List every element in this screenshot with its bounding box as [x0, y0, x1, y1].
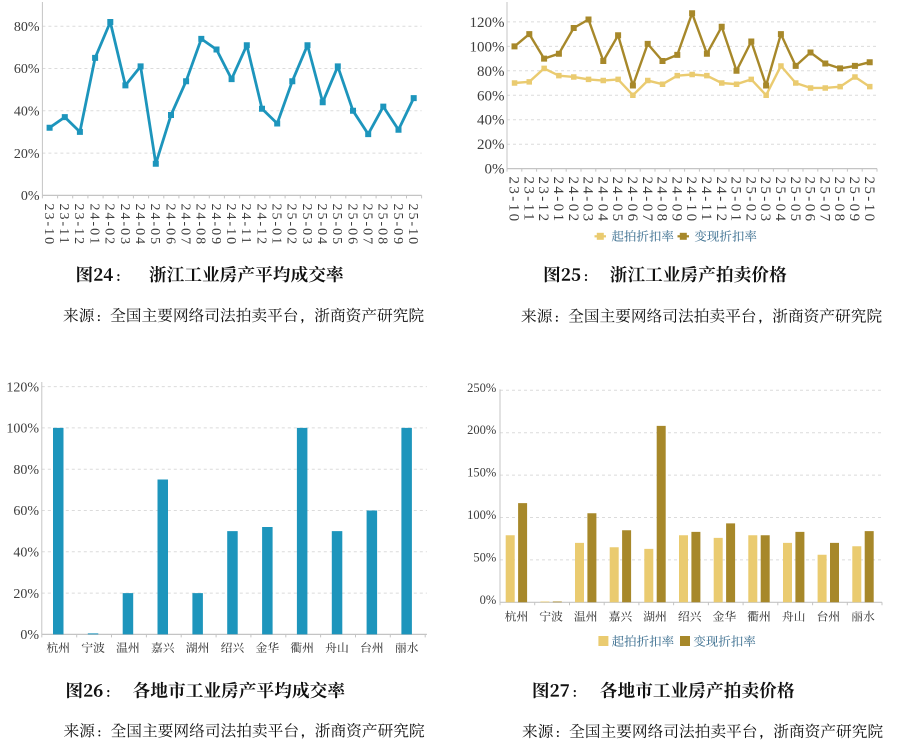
svg-text:20%: 20%: [13, 587, 39, 602]
svg-text:24-01: 24-01: [550, 177, 566, 224]
svg-text:23-12: 23-12: [535, 177, 551, 224]
svg-text:25-03: 25-03: [299, 204, 314, 247]
svg-text:40%: 40%: [14, 105, 40, 120]
svg-text:23-10: 23-10: [41, 204, 56, 247]
svg-text:24-11: 24-11: [698, 177, 714, 223]
svg-text:25-02: 25-02: [284, 204, 299, 247]
svg-text:25-06: 25-06: [344, 204, 359, 247]
svg-text:24-07: 24-07: [639, 177, 655, 224]
svg-text:40%: 40%: [13, 546, 39, 561]
svg-text:120%: 120%: [6, 380, 39, 395]
svg-text:24-08: 24-08: [654, 177, 670, 224]
svg-text:23-11: 23-11: [520, 177, 536, 223]
svg-text:24-05: 24-05: [609, 177, 625, 224]
svg-text:25-04: 25-04: [314, 204, 329, 247]
svg-text:24-09: 24-09: [668, 177, 684, 224]
svg-text:24-03: 24-03: [580, 177, 596, 224]
svg-text:25-07: 25-07: [816, 177, 832, 224]
svg-text:23-12: 23-12: [71, 204, 86, 247]
svg-text:25-09: 25-09: [390, 204, 405, 247]
svg-text:25-08: 25-08: [831, 177, 847, 224]
svg-text:24-09: 24-09: [208, 204, 223, 247]
svg-text:100%: 100%: [467, 508, 496, 522]
svg-text:0%: 0%: [485, 162, 505, 178]
svg-text:250%: 250%: [467, 381, 496, 395]
svg-text:80%: 80%: [13, 463, 39, 478]
svg-text:23-10: 23-10: [506, 177, 522, 224]
svg-text:24-10: 24-10: [683, 177, 699, 224]
svg-text:100%: 100%: [6, 422, 39, 437]
svg-text:25-04: 25-04: [772, 177, 788, 224]
svg-text:25-01: 25-01: [268, 204, 283, 247]
svg-text:80%: 80%: [477, 64, 505, 80]
svg-text:24-02: 24-02: [565, 177, 581, 224]
svg-text:20%: 20%: [477, 137, 505, 153]
svg-text:150%: 150%: [467, 466, 496, 480]
svg-text:200%: 200%: [467, 423, 496, 437]
svg-text:25-07: 25-07: [359, 204, 374, 247]
svg-text:24-10: 24-10: [223, 204, 238, 247]
svg-text:24-08: 24-08: [193, 204, 208, 247]
svg-text:25-10: 25-10: [405, 204, 420, 247]
svg-text:25-02: 25-02: [742, 177, 758, 224]
svg-text:25-01: 25-01: [728, 177, 744, 224]
svg-text:60%: 60%: [477, 88, 505, 104]
svg-text:24-02: 24-02: [102, 204, 117, 247]
svg-text:60%: 60%: [14, 62, 40, 77]
svg-text:24-04: 24-04: [594, 177, 610, 224]
svg-text:0%: 0%: [21, 189, 40, 204]
svg-text:25-06: 25-06: [802, 177, 818, 224]
svg-text:24-06: 24-06: [162, 204, 177, 247]
svg-text:24-12: 24-12: [713, 177, 729, 224]
svg-text:24-01: 24-01: [86, 204, 101, 247]
svg-text:25-05: 25-05: [787, 177, 803, 224]
svg-text:100%: 100%: [470, 39, 505, 55]
svg-text:80%: 80%: [14, 20, 40, 35]
svg-text:24-03: 24-03: [117, 204, 132, 247]
svg-text:40%: 40%: [477, 113, 505, 129]
svg-text:60%: 60%: [13, 504, 39, 519]
svg-text:25-05: 25-05: [329, 204, 344, 247]
svg-text:25-03: 25-03: [757, 177, 773, 224]
svg-text:25-08: 25-08: [375, 204, 390, 247]
svg-text:24-07: 24-07: [177, 204, 192, 247]
svg-text:0%: 0%: [20, 628, 39, 643]
svg-text:24-06: 24-06: [624, 177, 640, 224]
svg-text:24-05: 24-05: [147, 204, 162, 247]
svg-text:25-10: 25-10: [861, 177, 877, 224]
svg-text:24-12: 24-12: [253, 204, 268, 247]
svg-text:20%: 20%: [14, 147, 40, 162]
svg-text:24-11: 24-11: [238, 204, 253, 246]
svg-text:24-04: 24-04: [132, 204, 147, 247]
svg-text:23-11: 23-11: [56, 204, 71, 246]
svg-text:0%: 0%: [480, 593, 497, 607]
svg-text:50%: 50%: [473, 550, 496, 564]
svg-text:25-09: 25-09: [846, 177, 862, 224]
svg-text:120%: 120%: [470, 15, 505, 31]
